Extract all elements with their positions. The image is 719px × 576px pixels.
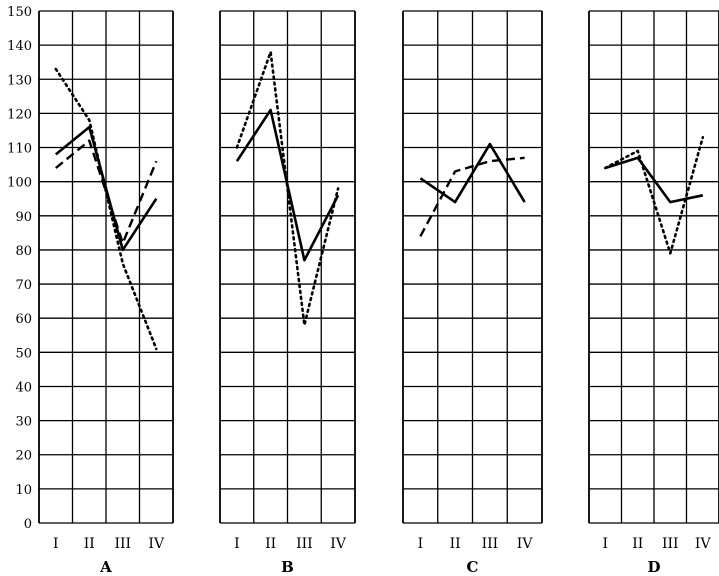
x-tick-label: III xyxy=(662,536,679,552)
series-line-dotted xyxy=(603,136,705,255)
y-tick-label: 30 xyxy=(15,415,32,430)
y-tick-label: 110 xyxy=(7,142,32,157)
x-tick-label: III xyxy=(114,536,131,552)
y-tick-label: 140 xyxy=(7,39,32,54)
series-line-solid xyxy=(604,156,704,204)
panel-b: I II III IVB xyxy=(219,10,356,576)
x-tick-label: I xyxy=(234,536,240,552)
x-tick-label: IV xyxy=(330,536,347,552)
x-tick-label: IV xyxy=(148,536,165,552)
y-tick-label: 60 xyxy=(15,312,32,327)
series-line-dashed xyxy=(55,139,158,245)
y-tick-label: 90 xyxy=(15,210,32,225)
series-line-solid xyxy=(419,142,526,204)
y-tick-label: 130 xyxy=(7,73,32,88)
x-tick-label: I xyxy=(53,536,59,552)
x-tick-label: II xyxy=(84,536,95,552)
y-tick-label: 80 xyxy=(15,244,32,259)
panel-d: I II III IVD xyxy=(588,10,719,576)
panel-label: B xyxy=(281,558,294,576)
panel-c: I II III IVC xyxy=(402,10,543,576)
x-tick-label: I xyxy=(602,536,608,552)
series-line-dashed xyxy=(419,156,525,237)
y-tick-label: 0 xyxy=(24,517,32,532)
panel-a: I II III IVA xyxy=(38,10,174,576)
panel-label: C xyxy=(467,558,479,576)
x-tick-label: II xyxy=(265,536,276,552)
y-axis: 0 10 20 30 40 50 60 70 80 90 100 110 120 130 140 150 xyxy=(7,5,32,532)
x-tick-label: IV xyxy=(517,536,534,552)
x-tick-label: III xyxy=(296,536,313,552)
y-tick-label: 40 xyxy=(15,380,32,395)
y-tick-label: 150 xyxy=(7,5,32,20)
y-tick-label: 70 xyxy=(15,278,32,293)
y-tick-label: 100 xyxy=(7,176,32,191)
x-tick-label: II xyxy=(450,536,461,552)
x-tick-label: I xyxy=(418,536,424,552)
y-tick-label: 120 xyxy=(7,107,32,122)
y-tick-label: 10 xyxy=(15,483,32,498)
y-tick-label: 20 xyxy=(15,449,32,464)
series-line-dotted xyxy=(235,50,340,327)
y-tick-label: 50 xyxy=(15,346,32,361)
panel-label: D xyxy=(647,558,660,576)
x-tick-label: IV xyxy=(695,536,712,552)
x-tick-label: II xyxy=(632,536,643,552)
x-tick-label: III xyxy=(482,536,499,552)
panel-label: A xyxy=(99,558,112,576)
series-line-dotted xyxy=(54,67,158,351)
